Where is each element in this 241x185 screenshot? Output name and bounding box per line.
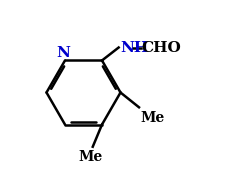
Text: N: N [56,46,70,60]
Text: CHO: CHO [142,41,181,55]
Text: NH: NH [120,41,149,55]
Text: Me: Me [79,150,103,164]
Text: Me: Me [141,111,165,125]
